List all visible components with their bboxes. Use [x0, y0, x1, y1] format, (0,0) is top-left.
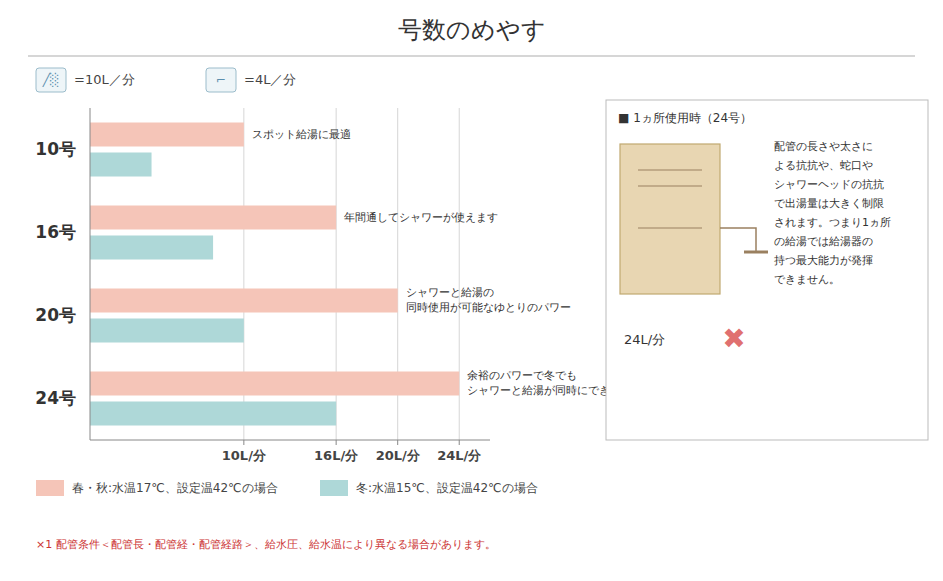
tick-mark [459, 440, 460, 445]
bar [90, 153, 152, 177]
tick-label: 24L/分 [437, 448, 482, 463]
info-box [606, 100, 928, 440]
text-line: 年間通してシャワーが使えます [344, 211, 498, 224]
x-axis-line [90, 440, 490, 441]
tick-mark [243, 440, 244, 445]
category-label: 20号 [35, 305, 76, 325]
text-line: シャワーと給湯の [406, 286, 494, 299]
annotation: ■ 1ヵ所使用時（24号） [618, 111, 752, 125]
title-separator [28, 55, 915, 57]
annotation: ×1 配管条件＜配管長・配管経・配管経路＞、給水圧、給水温により異なる場合があり… [36, 538, 496, 551]
chart: 号数のめやす ╱░ =10L／分 ⌐ =4L／分 10L/分 16L/分 20L/分 24L/分… [0, 0, 943, 581]
annotation: 年間通してシャワーが使えます [344, 211, 498, 224]
boiler-line [638, 185, 702, 186]
text-line: されます。つまり1ヵ所 [774, 216, 891, 229]
bar [90, 319, 244, 343]
boiler-illustration [620, 144, 720, 294]
bar [90, 206, 336, 230]
boiler-line [638, 169, 702, 170]
category-label: 24号 [35, 388, 76, 408]
text-line: よる抗抗や、蛇口や [774, 159, 873, 172]
annotation: =10L／分 [74, 72, 135, 87]
text-line: 同時使用が可能なゆとりのパワー [406, 301, 571, 314]
title: 号数のめやす [398, 16, 546, 44]
faucet [744, 251, 768, 254]
bar [90, 372, 459, 396]
legend-entry: 春・秋:水温17℃、設定温42℃の場合 [72, 481, 278, 495]
tick-mark [397, 440, 398, 445]
icon-box [36, 68, 66, 92]
bar [90, 123, 244, 147]
annotation: ╱░ [42, 72, 59, 87]
text-line: の給湯では給湯器の [774, 235, 873, 248]
boiler-line [638, 227, 702, 228]
bar [90, 402, 336, 426]
bar [90, 289, 398, 313]
text-line: シャワーヘッドの抗抗 [774, 178, 884, 191]
text-line: 余裕のパワーで冬でも [467, 369, 577, 382]
text-line: スポット給湯に最適 [252, 128, 351, 141]
annotation: 24L/分 [624, 332, 665, 347]
bars [90, 123, 459, 426]
category-label: 16号 [35, 222, 76, 242]
background [0, 0, 943, 581]
bar [90, 236, 213, 260]
text-line: 持つ最大能力が発揮 [774, 254, 873, 267]
pipe [720, 228, 756, 252]
icon-box [206, 68, 236, 92]
annotation: =4L／分 [244, 72, 296, 87]
text-line: 配管の長さや太さに [774, 140, 873, 153]
legend-swatch [320, 480, 348, 496]
y-axis-line [90, 108, 91, 440]
tick-label: 16L/分 [314, 448, 359, 463]
text-line: できません。 [774, 273, 840, 286]
legend-entry: 冬:水温15℃、設定温42℃の場合 [356, 481, 538, 495]
tick-label: 20L/分 [376, 448, 421, 463]
legend-swatch [36, 480, 64, 496]
annotation: シャワーと給湯の同時使用が可能なゆとりのパワー [406, 286, 571, 314]
annotation: スポット給湯に最適 [252, 128, 351, 141]
tick-label: 10L/分 [222, 448, 267, 463]
annotation: 配管の長さや太さによる抗抗や、蛇口やシャワーヘッドの抗抗で出湯量は大きく制限され… [774, 140, 891, 286]
annotation: ⌐ [216, 73, 226, 87]
annotation: ✖ [722, 322, 745, 355]
category-label: 10号 [35, 139, 76, 159]
text-line: で出湯量は大きく制限 [774, 197, 884, 210]
tick-mark [336, 440, 337, 445]
